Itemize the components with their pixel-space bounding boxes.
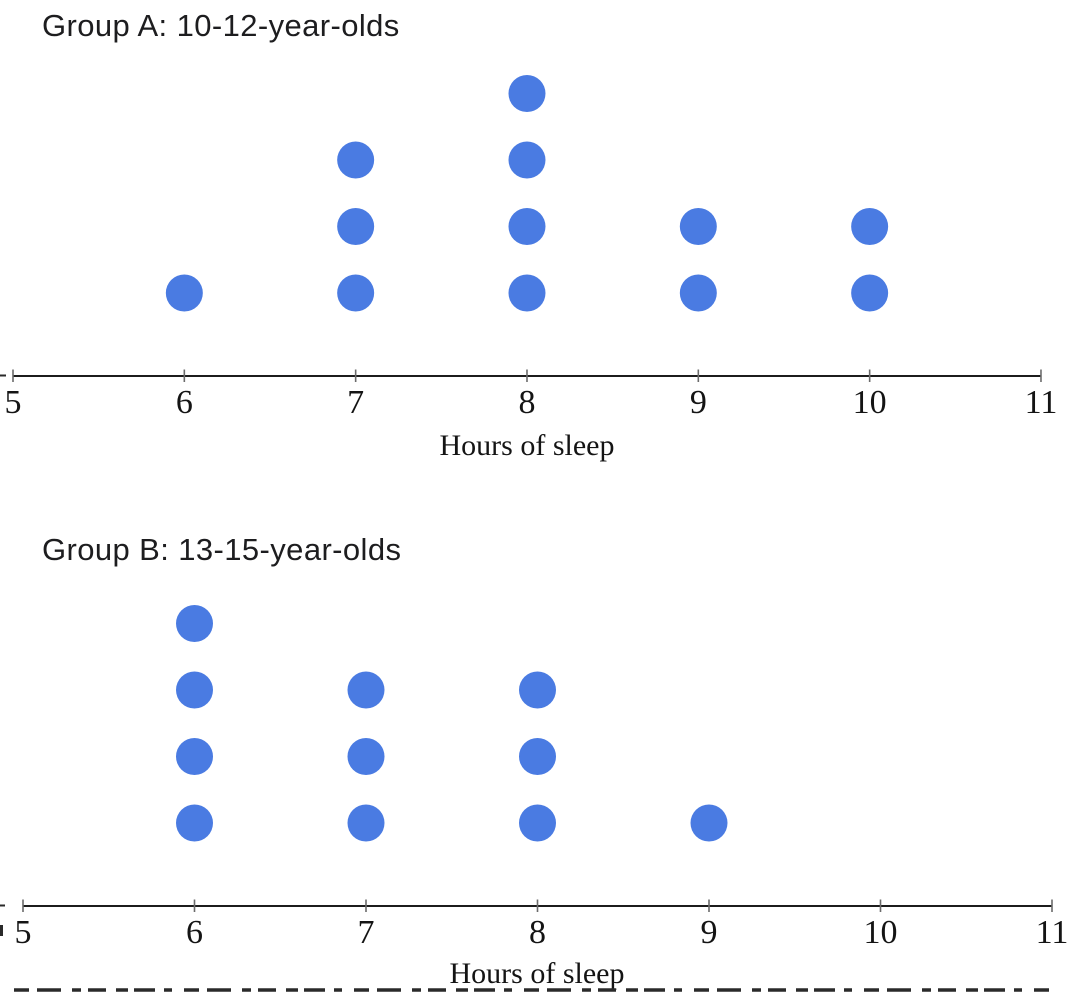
tick-label-8: 8 (529, 914, 546, 951)
tick-label-6: 6 (186, 914, 203, 951)
dot-value-7 (337, 274, 375, 312)
tick-label-11: 11 (1036, 914, 1069, 951)
dot-value-6 (176, 605, 213, 642)
chart-group-a: Group A: 10-12-year-olds 5 6 7 8 9 10 11 Hours… (5, 8, 1058, 462)
dot-value-6 (176, 738, 213, 775)
dot-value-6 (165, 274, 203, 312)
chart-b-dots (176, 605, 728, 842)
tick-label-5: 5 (5, 384, 22, 421)
dot-value-8 (519, 804, 556, 842)
chart-a-axis: 5 6 7 8 9 10 11 (5, 369, 1058, 421)
tick-label-11: 11 (1025, 384, 1058, 421)
dot-value-9 (690, 804, 728, 842)
dot-value-8 (519, 738, 556, 775)
tick-label-10: 10 (853, 384, 887, 421)
dot-value-7 (337, 208, 375, 245)
dot-value-10 (851, 208, 889, 245)
chart-a-title: Group A: 10-12-year-olds (42, 8, 400, 43)
tick-label-10: 10 (864, 914, 898, 951)
dot-value-9 (679, 208, 717, 245)
dot-value-8 (508, 141, 546, 179)
tick-label-6: 6 (176, 384, 193, 421)
dot-value-7 (347, 671, 385, 709)
chart-b-axis: 5 6 7 8 9 10 11 (15, 899, 1069, 951)
tick-label-9: 9 (690, 384, 707, 421)
dot-value-8 (508, 208, 546, 245)
dot-value-7 (337, 141, 375, 179)
chart-b-xlabel: Hours of sleep (450, 957, 625, 990)
chart-group-b: Group B: 13-15-year-olds 5 6 7 8 9 10 11 Hours… (15, 532, 1069, 990)
tick-label-5: 5 (15, 914, 32, 951)
dot-value-6 (176, 671, 213, 709)
tick-label-8: 8 (518, 384, 535, 421)
dot-value-7 (347, 804, 385, 842)
dot-value-10 (851, 274, 889, 312)
crop-artifacts (0, 374, 1052, 992)
dot-value-6 (176, 804, 213, 842)
cropped-glyph-fragment (0, 925, 3, 936)
chart-a-xlabel: Hours of sleep (440, 429, 615, 462)
chart-a-dots (165, 75, 889, 312)
dot-value-8 (519, 671, 556, 709)
tick-label-9: 9 (701, 914, 718, 951)
dot-value-8 (508, 274, 546, 312)
tick-label-7: 7 (347, 384, 364, 421)
dot-value-9 (679, 274, 717, 312)
chart-b-title: Group B: 13-15-year-olds (42, 532, 401, 567)
dot-value-7 (347, 738, 385, 775)
dot-value-8 (508, 75, 546, 112)
tick-label-7: 7 (358, 914, 375, 951)
